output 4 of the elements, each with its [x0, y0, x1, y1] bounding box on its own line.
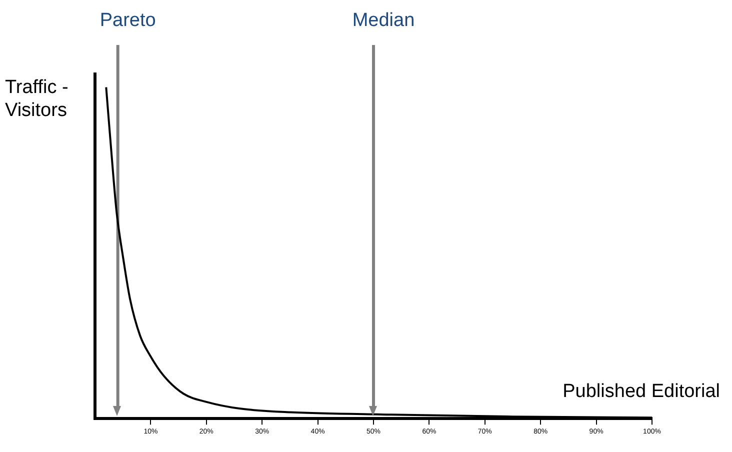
ref-line-label: Pareto	[100, 10, 156, 31]
y-axis-title: Traffic - Visitors	[5, 76, 70, 122]
x-axis-title: Published Editorial	[562, 381, 720, 403]
ref-line-label: Median	[352, 10, 415, 31]
